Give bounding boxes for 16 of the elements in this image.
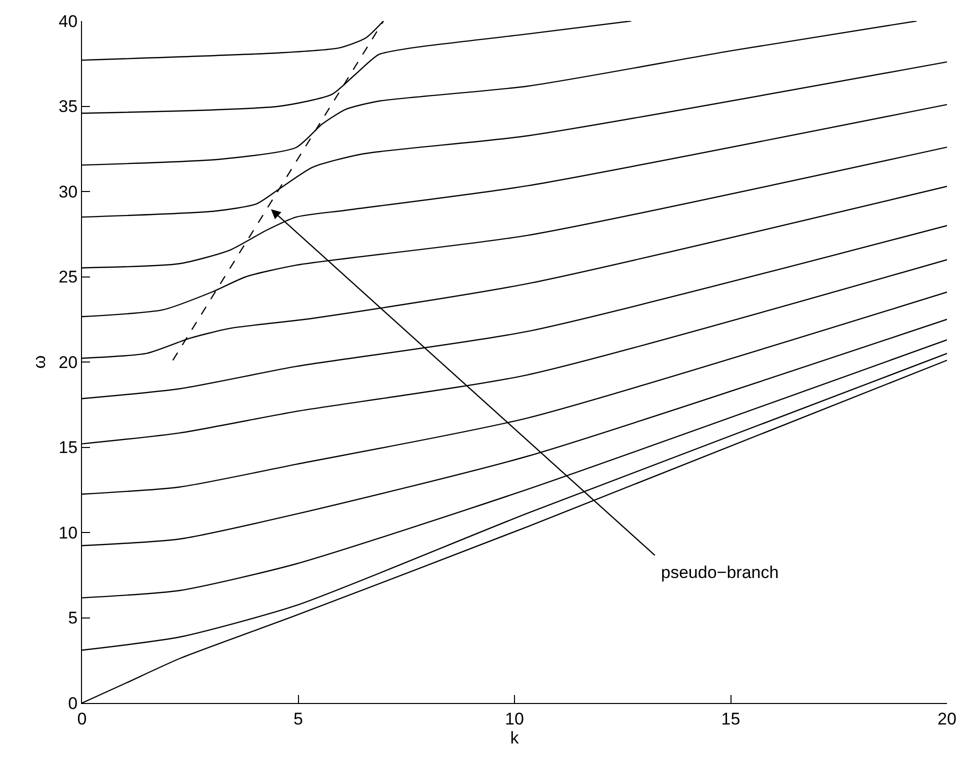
y-axis-title: ω — [30, 355, 50, 369]
y-tick-label: 35 — [58, 97, 78, 116]
y-tick-label: 20 — [58, 352, 78, 372]
y-tick-label: 15 — [58, 438, 78, 458]
y-tick-label: 5 — [68, 608, 78, 628]
x-tick-label: 20 — [938, 709, 956, 728]
y-tick-label: 10 — [58, 523, 78, 542]
x-axis-title: k — [510, 728, 520, 748]
x-tick-label: 10 — [505, 709, 524, 728]
y-tick-label: 40 — [58, 12, 78, 31]
y-tick-label: 0 — [68, 694, 78, 713]
y-tick-label: 25 — [58, 268, 78, 287]
y-tick-label: 30 — [58, 182, 78, 202]
x-tick-label: 5 — [294, 709, 303, 728]
annotation: pseudo−branch — [661, 563, 779, 582]
x-tick-label: 15 — [721, 709, 740, 728]
